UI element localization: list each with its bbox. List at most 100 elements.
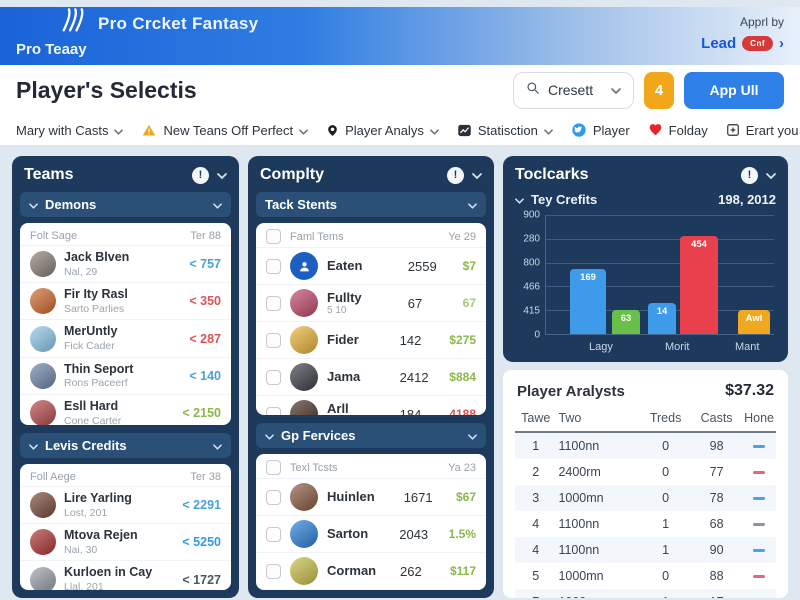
app-root: Pro Crcket Fantasy Pro Teaay Apprl by Le… xyxy=(0,7,800,600)
player-name: Eaten xyxy=(327,258,363,274)
row-checkbox[interactable] xyxy=(266,563,281,579)
section-header-gp-fervices[interactable]: Gp Fervices xyxy=(256,423,486,448)
row-checkbox[interactable] xyxy=(266,406,281,415)
player-value: < 757 xyxy=(189,257,221,272)
cell-hone xyxy=(742,589,776,598)
chart-bar-lagy-169: 169 xyxy=(570,268,606,334)
stat-row[interactable]: Powies1647303 xyxy=(256,589,486,590)
nav-item-erart-you-crofft[interactable]: Erart you Crofft xyxy=(726,123,800,138)
player-row[interactable]: Mtova Rejen Nai, 30 < 5250 xyxy=(20,523,231,560)
row-checkbox[interactable] xyxy=(266,369,281,385)
player-texts: Jama xyxy=(327,369,391,385)
nav-item-new-teans-off-perfect[interactable]: New Teans Off Perfect xyxy=(141,123,308,138)
row-checkbox[interactable] xyxy=(266,295,281,311)
cell-treds: 0 xyxy=(662,465,670,479)
lead-link[interactable]: Lead Cnf › xyxy=(701,35,784,52)
avatar xyxy=(30,529,56,556)
y-axis-tick-label: 0 xyxy=(534,329,540,341)
table-row[interactable]: 4 1100nn 1 68 xyxy=(515,511,776,537)
player-name: Jama xyxy=(327,369,361,385)
trend-dash-icon xyxy=(753,497,766,500)
stat-row[interactable]: Huinlen 1671 $67 xyxy=(256,478,486,515)
select-all-checkbox[interactable] xyxy=(266,229,281,244)
cell-treds: 0 xyxy=(640,432,692,459)
section-header-tack-stents[interactable]: Tack Stents xyxy=(256,192,486,217)
chart-gridline xyxy=(546,215,774,216)
nav-item-mary-with-casts[interactable]: Mary with Casts xyxy=(16,123,124,138)
row-checkbox[interactable] xyxy=(266,489,281,505)
nav-item-folday[interactable]: Folday xyxy=(648,123,708,138)
section-header-demons[interactable]: Demons xyxy=(20,192,231,217)
player-name: Sarton xyxy=(327,526,369,542)
pin-icon xyxy=(326,123,339,138)
cell-tawe: 4 xyxy=(532,517,540,531)
cell-treds: 0 xyxy=(640,485,692,511)
stat-row[interactable]: Eaten 2559 $7 xyxy=(256,247,486,284)
app-ull-button[interactable]: App Ull xyxy=(684,71,784,109)
avatar xyxy=(30,362,56,389)
chevron-down-icon[interactable] xyxy=(766,166,776,184)
table-row[interactable]: 4 1100nn 1 90 xyxy=(515,537,776,563)
player-row[interactable]: Jack Blven Nal, 29 < 757 xyxy=(20,245,231,282)
player-name: Kurloen in Cay xyxy=(64,565,153,580)
section-header-levis-credits[interactable]: Levis Credits xyxy=(20,433,231,458)
nav-item-statisction[interactable]: Statisction xyxy=(457,123,553,138)
stat-row[interactable]: Fider 142 $275 xyxy=(256,321,486,358)
stat-mid-value: 2412 xyxy=(399,369,429,385)
stat-row[interactable]: Jama 2412 $884 xyxy=(256,358,486,395)
chevron-down-icon[interactable] xyxy=(472,166,482,184)
stat-right-value: $67 xyxy=(455,490,476,504)
select-all-checkbox[interactable] xyxy=(266,460,281,475)
row-checkbox[interactable] xyxy=(266,258,281,274)
chevron-down-icon xyxy=(29,197,38,212)
player-row[interactable]: Fir Ity Rasl Sarto Parlies < 350 xyxy=(20,282,231,319)
chevron-down-icon xyxy=(429,123,439,138)
nav-item-player-analys[interactable]: Player Analys xyxy=(326,123,439,138)
grid-icon xyxy=(726,123,740,137)
cell-two: 1100nn xyxy=(558,517,600,531)
chart-subheader[interactable]: Tey Crefits 198, 2012 xyxy=(511,192,780,213)
player-row[interactable]: Kurloen in Cay Llal, 201 < 1727 xyxy=(20,560,231,590)
section-gap xyxy=(256,415,486,423)
column-header-left: Texl Tcsts xyxy=(290,461,338,474)
lead-label: Lead xyxy=(701,35,737,52)
stat-row[interactable]: Sarton 2043 1.5% xyxy=(256,515,486,552)
nav-item-label: Player Analys xyxy=(345,122,424,138)
row-checkbox[interactable] xyxy=(266,526,281,542)
avatar xyxy=(290,520,318,548)
cell-two: 2400rm xyxy=(558,465,601,479)
cell-casts: 88 xyxy=(709,569,724,583)
stat-row[interactable]: Arll19 10 184 4188 xyxy=(256,395,486,415)
search-box[interactable]: Cresett xyxy=(513,71,634,109)
chart-plot-area: 169 63 14 454 Awl xyxy=(545,215,774,335)
table-row[interactable]: 1 1100nn 0 98 xyxy=(515,432,776,459)
player-texts: Huinlen xyxy=(327,489,395,505)
table-row[interactable]: 71000gm117 xyxy=(515,589,776,598)
info-icon[interactable]: ! xyxy=(741,166,758,184)
nav-item-player[interactable]: Player xyxy=(571,122,630,138)
stat-row[interactable]: Fullty 5 10 67 67 xyxy=(256,284,486,321)
player-texts: Lire Yarling Lost, 201 xyxy=(64,491,132,519)
avatar xyxy=(290,483,318,511)
row-checkbox[interactable] xyxy=(266,332,281,348)
player-row[interactable]: Esll Hard Cone Carter < 2150 xyxy=(20,393,231,425)
lead-badge: Cnf xyxy=(742,36,773,51)
stat-row[interactable]: Corman 262 $117 xyxy=(256,552,486,589)
table-row[interactable]: 3 1000mn 0 78 xyxy=(515,485,776,511)
info-icon[interactable]: ! xyxy=(447,166,464,184)
player-row[interactable]: Lire Yarling Lost, 201 < 2291 xyxy=(20,486,231,523)
cell-hone xyxy=(742,537,776,563)
analysts-header: Player Aralysts $37.32 xyxy=(515,378,776,408)
table-row[interactable]: 5 1000mn 0 88 xyxy=(515,563,776,589)
cell-casts: 77 xyxy=(709,465,724,479)
info-icon[interactable]: ! xyxy=(192,166,209,184)
player-texts: Thin Seport Rons Paceerf xyxy=(64,362,133,390)
player-row[interactable]: MerUntly Fick Cader < 287 xyxy=(20,319,231,356)
player-row[interactable]: Thin Seport Rons Paceerf < 140 xyxy=(20,356,231,394)
chevron-down-icon[interactable] xyxy=(217,166,227,184)
stat-right-value: $117 xyxy=(449,564,476,578)
stat-mid-value: 2559 xyxy=(407,258,437,274)
notification-count-badge[interactable]: 4 xyxy=(644,71,674,109)
y-axis-tick-label: 415 xyxy=(523,305,540,317)
table-row[interactable]: 2 2400rm 0 77 xyxy=(515,459,776,485)
